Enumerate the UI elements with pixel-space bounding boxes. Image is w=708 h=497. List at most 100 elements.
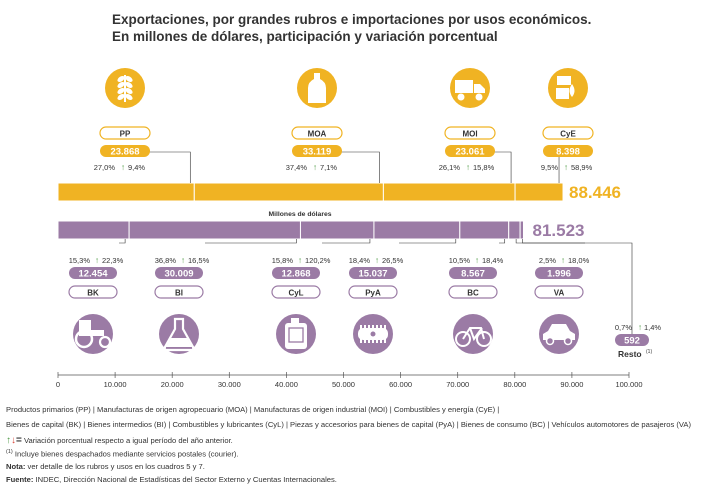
- gear-part-tooth-4: [376, 325, 378, 343]
- import-bar-PyA: [373, 220, 461, 240]
- import-BK-code: BK: [87, 288, 99, 297]
- export-share-MOI: 26,1%: [439, 163, 461, 172]
- export-PP-code: PP: [120, 129, 131, 138]
- import-BC-pill: [449, 267, 497, 279]
- import-bar-BC: [459, 220, 510, 240]
- import-BC-value: 8.567: [461, 269, 485, 280]
- export-MOI-value: 23.061: [455, 147, 485, 158]
- import-change-arrow-PyA: ↑: [375, 255, 379, 265]
- x-tick-label-9: 90.000: [560, 380, 583, 389]
- footnote-1-mark: (1): [6, 449, 13, 455]
- jerrycan-icon: [285, 318, 307, 349]
- export-CyE-value: 8.398: [556, 147, 580, 158]
- export-MOA-code: MOA: [308, 129, 327, 138]
- legend-exports: Productos primarios (PP) | Manufacturas …: [6, 405, 500, 414]
- import-change-arrow-VA: ↑: [561, 255, 565, 265]
- car-body: [543, 324, 575, 340]
- car-wheel-rear: [545, 336, 555, 346]
- export-PP-tag: [99, 126, 151, 140]
- import-connector-BC: [499, 239, 506, 244]
- import-change-VA: 18,0%: [568, 256, 590, 265]
- gear-part-tooth-6: [384, 325, 386, 343]
- variation-note-text: Variación porcentual respecto a igual pe…: [23, 436, 233, 445]
- import-BI-pill: [155, 267, 203, 279]
- gear-part-tooth-2: [368, 325, 370, 343]
- bottle-body: [308, 73, 326, 103]
- export-change-arrow-MOA: ↑: [313, 162, 317, 172]
- export-PP-value: 23.868: [110, 147, 139, 158]
- variation-note: ↑↓= Variación porcentual respecto a igua…: [6, 435, 233, 446]
- import-change-BK: 22,3%: [102, 256, 124, 265]
- import-change-Resto: 1,4%: [644, 323, 661, 332]
- x-tick-label-6: 60.000: [389, 380, 412, 389]
- truck-wheel-front: [475, 93, 483, 101]
- import-share-BI: 36,8%: [155, 256, 177, 265]
- unit-label: Millones de dólares: [268, 211, 331, 218]
- truck-cargo: [455, 80, 473, 93]
- jerrycan-cap: [291, 318, 299, 324]
- footnote-1: (1) Incluye bienes despachados mediante …: [6, 449, 239, 459]
- jerrycan-label: [288, 327, 304, 343]
- x-tick-label-4: 40.000: [275, 380, 298, 389]
- x-tick-label-5: 50.000: [332, 380, 355, 389]
- import-change-BI: 16,5%: [188, 256, 210, 265]
- jerrycan-body: [285, 323, 307, 349]
- import-bar-CyL: [299, 220, 375, 240]
- import-PyA-value: 15.037: [358, 269, 387, 280]
- import-connector-BI: [205, 239, 297, 244]
- flask-icon: [163, 317, 195, 352]
- export-change-arrow-PP: ↑: [121, 162, 125, 172]
- nota-text: ver detalle de los rubros y usos en los …: [27, 462, 205, 471]
- fuente-label: Fuente:: [6, 475, 34, 484]
- export-total: 88.446: [569, 183, 621, 202]
- import-PyA-code: PyA: [365, 288, 381, 297]
- fuel-barrel: [557, 76, 571, 85]
- export-MOI-code: MOI: [462, 129, 477, 138]
- gear-part-tooth-5: [380, 325, 382, 343]
- import-Resto-label: Resto: [618, 349, 642, 359]
- export-change-arrow-MOI: ↑: [466, 162, 470, 172]
- import-connector-PyA: [399, 239, 457, 244]
- x-tick-label-10: 100.000: [615, 380, 642, 389]
- import-VA-pill: [535, 267, 583, 279]
- import-change-arrow-BC: ↑: [475, 255, 479, 265]
- import-change-arrow-Resto: ↑: [638, 322, 642, 332]
- x-tick-label-0: 0: [56, 380, 60, 389]
- import-share-VA: 2,5%: [539, 256, 556, 265]
- import-change-PyA: 26,5%: [382, 256, 404, 265]
- footnote-1-text: Incluye bienes despachados mediante serv…: [14, 449, 239, 459]
- import-BI-tag: [154, 285, 204, 299]
- chart-title-line-1: Exportaciones, por grandes rubros e impo…: [112, 12, 592, 27]
- wheat-grain-right-2: [125, 87, 133, 95]
- export-change-arrow-CyE: ↑: [564, 162, 568, 172]
- fuente: Fuente: INDEC, Dirección Nacional de Est…: [6, 475, 337, 484]
- import-bar-VA: [508, 220, 521, 240]
- import-share-Resto: 0,7%: [615, 323, 632, 332]
- import-PyA-pill: [349, 267, 397, 279]
- car-wheel-front: [563, 336, 573, 346]
- x-tick-label-3: 30.000: [218, 380, 241, 389]
- wheat-grain-left-2: [117, 87, 125, 95]
- export-bar-MOA: [193, 182, 384, 202]
- import-Resto-pill: [615, 334, 649, 346]
- export-change-PP: 9,4%: [128, 163, 145, 172]
- gear-part-tooth-0: [360, 325, 362, 343]
- import-BK-pill: [69, 267, 117, 279]
- import-total: 81.523: [532, 221, 584, 240]
- wheat-grain-left-3: [117, 93, 125, 101]
- wheat-grain-right-1: [125, 81, 133, 89]
- export-CyE-tag: [542, 126, 594, 140]
- export-bar-CyE: [514, 182, 564, 202]
- import-share-BC: 10,5%: [449, 256, 471, 265]
- fuel-drop: [569, 84, 575, 97]
- tractor-wheel-front: [98, 335, 112, 349]
- export-share-PP: 27,0%: [94, 163, 116, 172]
- wheat-grain-left-0: [117, 75, 125, 83]
- import-change-arrow-BK: ↑: [95, 255, 99, 265]
- export-bar-MOI: [382, 182, 516, 202]
- import-CyL-code: CyL: [288, 288, 303, 297]
- gear-part-tooth-1: [364, 325, 366, 343]
- car-icon: [543, 324, 575, 346]
- import-BK-value: 12.454: [78, 269, 108, 280]
- export-MOA-pill: [292, 145, 342, 157]
